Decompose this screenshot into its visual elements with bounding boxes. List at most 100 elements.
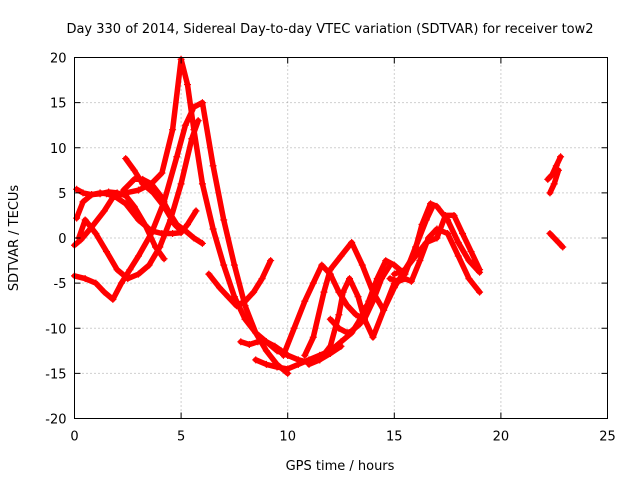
data-point [401,275,409,283]
data-point [326,315,334,323]
data-point [433,234,441,242]
y-tick-label: 20 [50,52,67,67]
data-point [205,270,213,278]
data-point [550,180,558,188]
x-axis-label: GPS time / hours [286,459,395,474]
data-point [120,186,128,194]
data-point [271,342,279,350]
data-point [198,239,206,247]
data-point [309,279,317,287]
data-point [171,220,179,228]
data-point [88,191,96,199]
data-point [113,189,121,197]
data-point [335,311,343,319]
data-point [294,360,302,368]
data-point [337,338,345,346]
data-point [407,277,415,285]
y-tick-label: -20 [45,413,66,428]
data-point [459,229,467,237]
data-point [109,295,117,303]
y-tick-label: 5 [58,187,66,202]
data-point [100,288,108,296]
data-point [465,257,473,265]
data-point [188,135,196,143]
data-point [113,266,121,274]
data-point [401,266,409,274]
data-point [395,277,403,285]
series-track-c [71,99,291,377]
data-point [92,229,100,237]
data-point [130,175,138,183]
data-point [233,302,241,310]
data-point [348,327,356,335]
chart-title: Day 330 of 2014, Sidereal Day-to-day VTE… [66,22,593,37]
data-point [241,315,249,323]
data-point [105,188,113,196]
data-point [354,293,362,301]
data-point [454,239,462,247]
data-point [552,162,560,170]
data-point [356,320,364,328]
data-point [130,202,138,210]
series-track-h-points [205,257,275,310]
x-tick-label: 15 [386,430,403,445]
data-point [183,81,191,89]
data-point [441,211,449,219]
series-track-g-points [122,155,185,235]
series-track-r [545,154,564,183]
x-tick-label: 20 [493,430,510,445]
data-point [373,275,381,283]
data-point [156,243,164,251]
data-point [320,288,328,296]
data-point [158,169,166,177]
y-tick-label: 0 [58,232,66,247]
data-point [100,207,108,215]
data-point [81,216,89,224]
grid [74,57,608,419]
data-point [220,216,228,224]
data-point [454,252,462,260]
data-point [476,288,484,296]
data-point [284,365,292,373]
data-point [190,234,198,242]
data-point [262,338,270,346]
data-point [416,257,424,265]
data-point [390,261,398,269]
series-track-t-points [546,229,567,251]
data-point [149,189,157,197]
data-point [81,275,89,283]
data-point [427,200,435,208]
data-point [252,356,260,364]
series-track-o-points [386,225,484,296]
data-point [343,302,351,310]
y-tick-label: 10 [50,142,67,157]
data-point [316,356,324,364]
data-point [134,270,142,278]
data-point [450,211,458,219]
data-point [343,329,351,337]
data-point [352,311,360,319]
data-point [339,288,347,296]
data-point [230,261,238,269]
data-point [160,202,168,210]
data-point [126,266,134,274]
data-point [335,324,343,332]
data-point [309,333,317,341]
data-point [301,351,309,359]
data-point [546,229,554,237]
data-point [122,200,130,208]
data-point [365,297,373,305]
series-track-h [206,257,274,309]
data-point [305,360,313,368]
data-point [181,121,189,129]
data-point [173,153,181,161]
data-point [169,229,177,237]
data-point [262,360,270,368]
data-point [79,198,87,206]
data-point [183,220,191,228]
data-point [198,180,206,188]
data-point [254,338,262,346]
data-point [209,162,217,170]
data-point [250,288,258,296]
data-point [124,275,132,283]
